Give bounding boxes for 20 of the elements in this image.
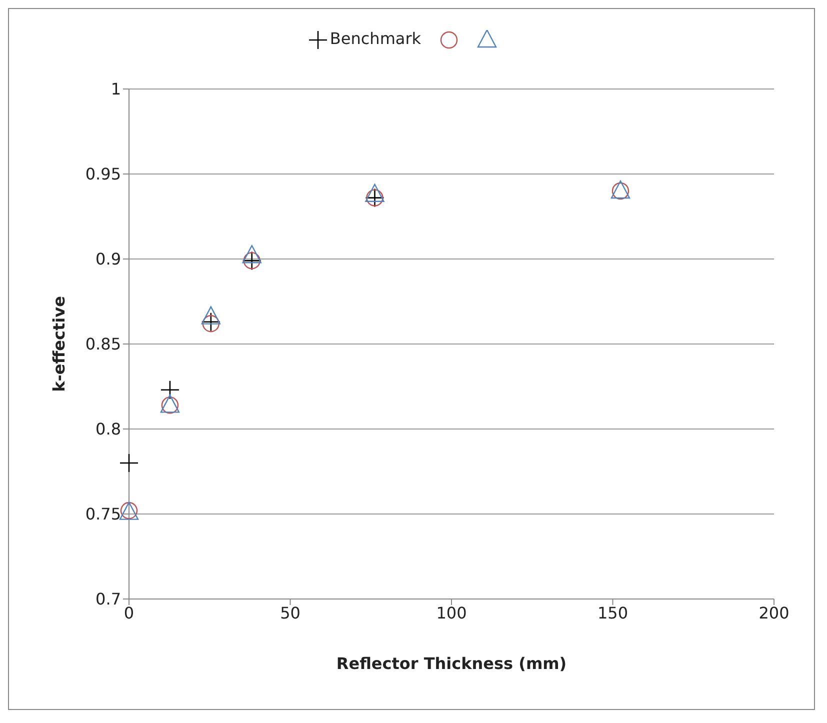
y-tick-label: 0.9 (96, 250, 121, 269)
y-tick-label: 0.75 (85, 504, 121, 524)
x-tick-label: 100 (436, 603, 467, 622)
point (160, 380, 180, 400)
x-tick-label: 0 (124, 603, 134, 622)
point (119, 453, 139, 473)
x-tick-label: 150 (597, 603, 628, 622)
x-axis-title: Reflector Thickness (mm) (336, 654, 567, 673)
y-tick-label: 0.85 (85, 334, 121, 354)
y-tick-label: 0.8 (96, 420, 121, 439)
x-tick-label: 200 (758, 603, 790, 622)
y-axis-title: k-effective (50, 296, 69, 392)
y-tick-label: 1 (110, 80, 121, 99)
legend-label: Benchmark (330, 29, 422, 48)
y-tick-label: 0.7 (96, 590, 121, 609)
point (365, 184, 384, 202)
point (242, 245, 262, 264)
y-tick-label: 0.95 (85, 164, 121, 184)
point (201, 306, 221, 324)
x-tick-label: 50 (280, 603, 300, 622)
